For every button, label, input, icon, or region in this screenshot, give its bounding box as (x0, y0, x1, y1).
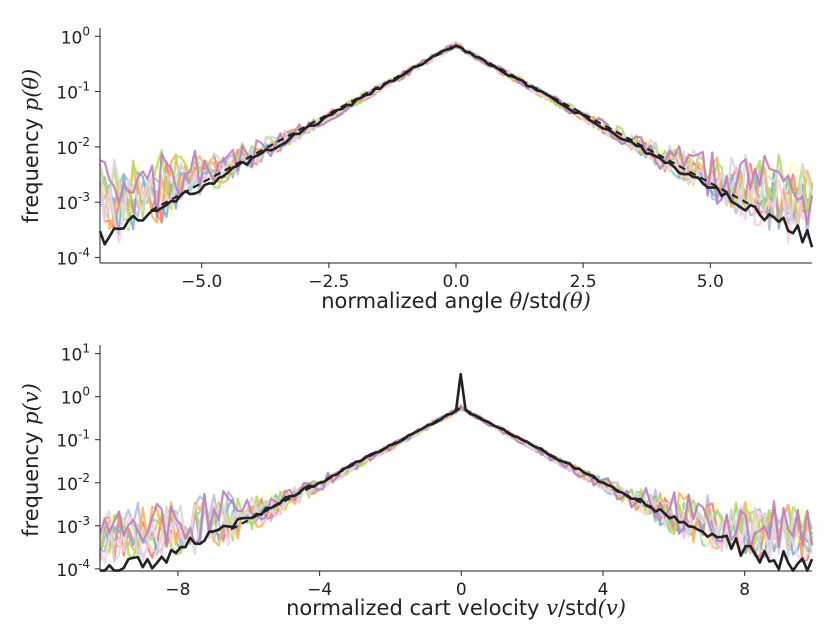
x-axis-label-sep-velocity: /std (558, 596, 598, 620)
y-tick-label-velocity: 10-2 (56, 471, 90, 495)
series-line-velocity-3 (99, 405, 814, 553)
series-line-angle-10 (99, 44, 814, 226)
y-tick-exponent-angle: -2 (78, 135, 90, 149)
y-tick-base-velocity: 10 (56, 475, 78, 495)
y-tick-label-angle: 10-1 (56, 80, 90, 104)
y-tick-base-velocity: 10 (61, 389, 83, 409)
y-tick-exponent-velocity: -3 (78, 514, 90, 528)
x-tick-label-velocity: −8 (165, 580, 190, 600)
series-line-angle-6 (99, 43, 814, 231)
series-layer-velocity (98, 372, 814, 572)
y-tick-label-angle: 100 (61, 24, 90, 48)
x-tick-label-velocity: 8 (739, 580, 750, 600)
series-line-angle-7 (98, 44, 814, 222)
x-axis-label-math-b-velocity: (v) (598, 596, 626, 620)
x-axis-label-math-a-angle: θ (510, 289, 523, 313)
x-axis-label-text-velocity: normalized cart velocity (286, 596, 539, 620)
series-line-angle-1 (99, 40, 814, 232)
y-tick-label-velocity: 10-1 (56, 428, 90, 452)
series-line-angle-5 (98, 43, 813, 236)
y-tick-exponent-angle: 0 (82, 24, 90, 38)
y-tick-exponent-angle: -3 (78, 190, 90, 204)
y-tick-exponent-velocity: -1 (78, 428, 90, 442)
x-tick-label-angle: −5.0 (181, 272, 222, 292)
y-tick-label-velocity: 10-3 (56, 514, 90, 538)
x-ticks-angle: −5.0 −2.5 0.0 2.5 5.0 (181, 263, 724, 292)
series-line-angle-2 (99, 41, 813, 229)
series-line-angle-9 (98, 45, 814, 224)
series-line-angle-8 (98, 45, 813, 244)
y-axis-label-velocity: frequency p(v) (19, 383, 43, 537)
x-axis-label-math-a-velocity: v (546, 596, 558, 620)
y-tick-label-angle: 10-3 (56, 190, 90, 214)
y-axis-label-math-angle: p(θ) (19, 69, 43, 111)
y-tick-base-velocity: 10 (56, 518, 78, 538)
x-tick-label-angle: −2.5 (308, 272, 349, 292)
laplace-fit-velocity (230, 407, 657, 531)
x-axis-label-velocity: normalized cart velocity v/std(v) (286, 596, 626, 620)
y-tick-exponent-velocity: -4 (78, 557, 90, 571)
x-axis-label-angle: normalized angle θ/std(θ) (321, 289, 591, 313)
x-axis-label-sep-angle: /std (522, 289, 562, 313)
x-ticks-velocity: −8 −4 0 4 8 (165, 571, 750, 600)
y-tick-label-velocity: 100 (61, 385, 90, 409)
y-tick-exponent-velocity: 1 (82, 342, 90, 356)
x-tick-label-velocity: 4 (598, 580, 609, 600)
x-tick-label-angle: 2.5 (570, 272, 597, 292)
x-tick-label-angle: 5.0 (697, 272, 724, 292)
x-tick-label-angle: 0.0 (442, 272, 469, 292)
y-tick-base-angle: 10 (56, 249, 78, 269)
x-axis-label-text-angle: normalized angle (321, 289, 503, 313)
y-tick-base-velocity: 10 (56, 432, 78, 452)
y-tick-base-velocity: 10 (56, 561, 78, 581)
series-line-velocity-10 (98, 405, 814, 549)
series-line-angle-3 (98, 42, 814, 239)
series-layer-angle (98, 40, 814, 248)
x-tick-label-velocity: −4 (307, 580, 332, 600)
laplace-fit-angle (150, 45, 755, 212)
y-tick-label-angle: 10-4 (56, 245, 90, 269)
y-axis-label-math-velocity: p(v) (19, 383, 43, 425)
y-axis-label-angle: frequency p(θ) (19, 69, 43, 224)
y-tick-label-velocity: 101 (61, 342, 90, 366)
series-line-velocity-8 (98, 407, 813, 564)
y-tick-base-angle: 10 (56, 84, 78, 104)
y-tick-exponent-angle: -1 (78, 80, 90, 94)
y-tick-base-angle: 10 (61, 28, 83, 48)
y-axis-label-text-velocity: frequency (19, 432, 43, 537)
x-tick-label-velocity: 0 (456, 580, 467, 600)
y-tick-exponent-angle: -4 (78, 245, 90, 259)
x-axis-label-math-b-angle: (θ) (562, 289, 591, 313)
y-tick-label-velocity: 10-4 (56, 557, 90, 581)
series-line-angle-4 (98, 42, 814, 231)
y-tick-label-angle: 10-2 (56, 135, 90, 159)
y-tick-base-angle: 10 (56, 139, 78, 159)
y-axis-label-text-angle: frequency (19, 118, 43, 223)
mean-curve-angle (98, 44, 814, 248)
y-tick-exponent-velocity: 0 (82, 385, 90, 399)
y-tick-base-angle: 10 (56, 194, 78, 214)
y-tick-exponent-velocity: -2 (78, 471, 90, 485)
y-tick-base-velocity: 10 (61, 346, 83, 366)
